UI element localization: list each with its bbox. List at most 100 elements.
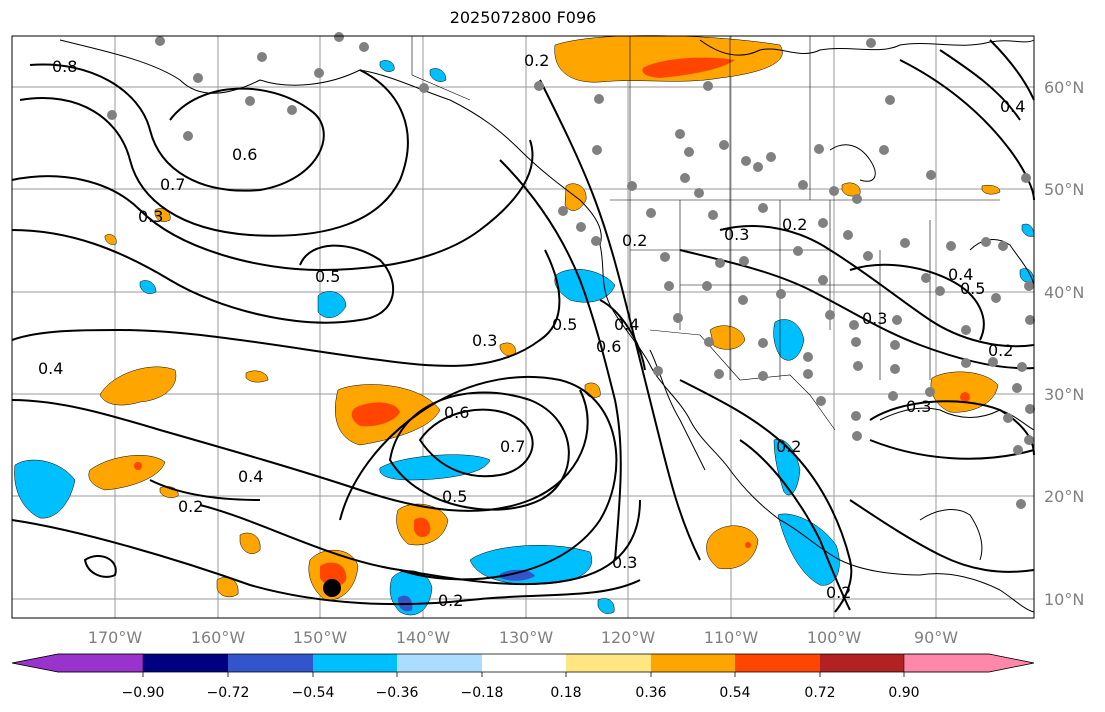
positive-anomaly-patch <box>245 370 269 383</box>
map-title: 2025072800 F096 <box>449 8 597 27</box>
contour-label: 0.4 <box>238 467 263 486</box>
station-dot <box>829 186 839 196</box>
negative-anomaly-core <box>500 569 535 581</box>
colorbar-segment <box>903 653 1035 673</box>
station-dot <box>851 411 861 421</box>
station-dot <box>814 144 824 154</box>
station-dot <box>684 147 694 157</box>
station-dot <box>1021 173 1031 183</box>
contour-line <box>719 225 1035 348</box>
station-dot <box>287 105 297 115</box>
contour-line <box>11 519 641 606</box>
latitude-labels: 60°N 50°N 40°N 30°N 20°N 10°N <box>1044 78 1084 609</box>
lon-tick-label: 120°W <box>601 628 656 647</box>
station-dot <box>107 110 117 120</box>
station-dot <box>921 273 931 283</box>
station-dot <box>680 173 690 183</box>
station-dot <box>758 338 768 348</box>
contour-line <box>11 139 534 272</box>
contour-label: 0.5 <box>315 267 340 286</box>
contour-label: 0.2 <box>178 497 203 516</box>
contour-line <box>939 49 1021 121</box>
negative-anomaly-patch <box>317 291 347 318</box>
colorbar: −0.90 −0.72 −0.54 −0.36 −0.18 0.18 0.36 … <box>11 653 1035 701</box>
negative-anomaly-patch <box>139 280 157 294</box>
colorbar-segment <box>651 654 735 672</box>
station-dot <box>193 73 203 83</box>
station-dot <box>183 131 193 141</box>
positive-anomaly-core <box>642 57 735 78</box>
contour-line <box>599 299 646 371</box>
contour-label: 0.7 <box>500 437 525 456</box>
station-dot <box>879 145 889 155</box>
station-dot <box>702 281 712 291</box>
positive-anomaly-patch <box>104 234 117 245</box>
contour-label: 0.4 <box>38 359 63 378</box>
colorbar-segment <box>228 654 313 672</box>
station-dot <box>738 295 748 305</box>
negative-anomaly-patch <box>14 459 76 519</box>
station-dot <box>664 281 674 291</box>
contour-line <box>899 59 1035 201</box>
station-dot <box>591 236 601 246</box>
lon-tick-label: 150°W <box>293 628 348 647</box>
contour-label: 0.2 <box>438 591 463 610</box>
station-dot <box>890 364 900 374</box>
station-dot <box>758 371 768 381</box>
station-dot <box>1013 445 1023 455</box>
station-dot <box>739 256 749 266</box>
colorbar-segment <box>143 654 228 672</box>
contour-label: 0.5 <box>552 315 577 334</box>
station-dot <box>534 81 544 91</box>
colorbar-segment <box>820 654 904 672</box>
station-dot <box>849 320 859 330</box>
contour-line <box>149 479 261 501</box>
map-background <box>12 36 1034 618</box>
station-dot <box>766 152 776 162</box>
positive-anomaly-patch <box>88 455 166 491</box>
contour-label: 0.6 <box>444 403 469 422</box>
station-dot <box>703 81 713 91</box>
station-dot <box>660 252 670 262</box>
station-dots <box>107 32 1035 509</box>
contour-line <box>869 439 1035 460</box>
station-dot <box>925 387 935 397</box>
coastline-east <box>969 239 1035 286</box>
positive-anomaly-patch <box>706 525 759 570</box>
coastline-arctic <box>699 39 1035 56</box>
lon-tick-label: 110°W <box>704 628 759 647</box>
station-dot <box>715 258 725 268</box>
colorbar-tick-label: 0.90 <box>888 685 919 701</box>
lon-tick-label: 100°W <box>807 628 862 647</box>
anomaly-shading <box>14 35 1035 616</box>
station-dot <box>793 246 803 256</box>
positive-anomaly-core <box>134 462 142 470</box>
positive-anomaly-patch <box>841 182 861 197</box>
positive-anomaly-core <box>414 517 431 538</box>
station-dot <box>675 129 685 139</box>
station-dot <box>935 286 945 296</box>
map-frame <box>11 35 1035 619</box>
station-dot <box>885 95 895 105</box>
station-dot <box>741 156 751 166</box>
contour-label: 0.2 <box>826 583 851 602</box>
colorbar-segment <box>313 654 397 672</box>
contour-label: 0.3 <box>906 397 931 416</box>
contour-label: 0.4 <box>1000 97 1025 116</box>
contour-label: 0.4 <box>948 265 973 284</box>
contour-labels: 0.8 0.6 0.7 0.3 0.5 0.3 0.4 0.6 0.7 0.5 … <box>38 51 1025 610</box>
contour-line <box>11 229 394 324</box>
station-dot <box>900 238 910 248</box>
coastline-west-coast <box>599 244 781 521</box>
station-dot <box>1025 404 1035 414</box>
station-dot <box>592 145 602 155</box>
lat-tick-label: 10°N <box>1044 590 1084 609</box>
station-dot <box>314 68 324 78</box>
negative-anomaly-patch <box>597 598 615 614</box>
coastline-yucatan <box>919 509 983 561</box>
contour-label: 0.4 <box>614 315 639 334</box>
contour-line <box>19 69 409 237</box>
contour-label: 0.2 <box>524 51 549 70</box>
negative-anomaly-patch <box>429 68 447 82</box>
contour-label: 0.2 <box>782 215 807 234</box>
